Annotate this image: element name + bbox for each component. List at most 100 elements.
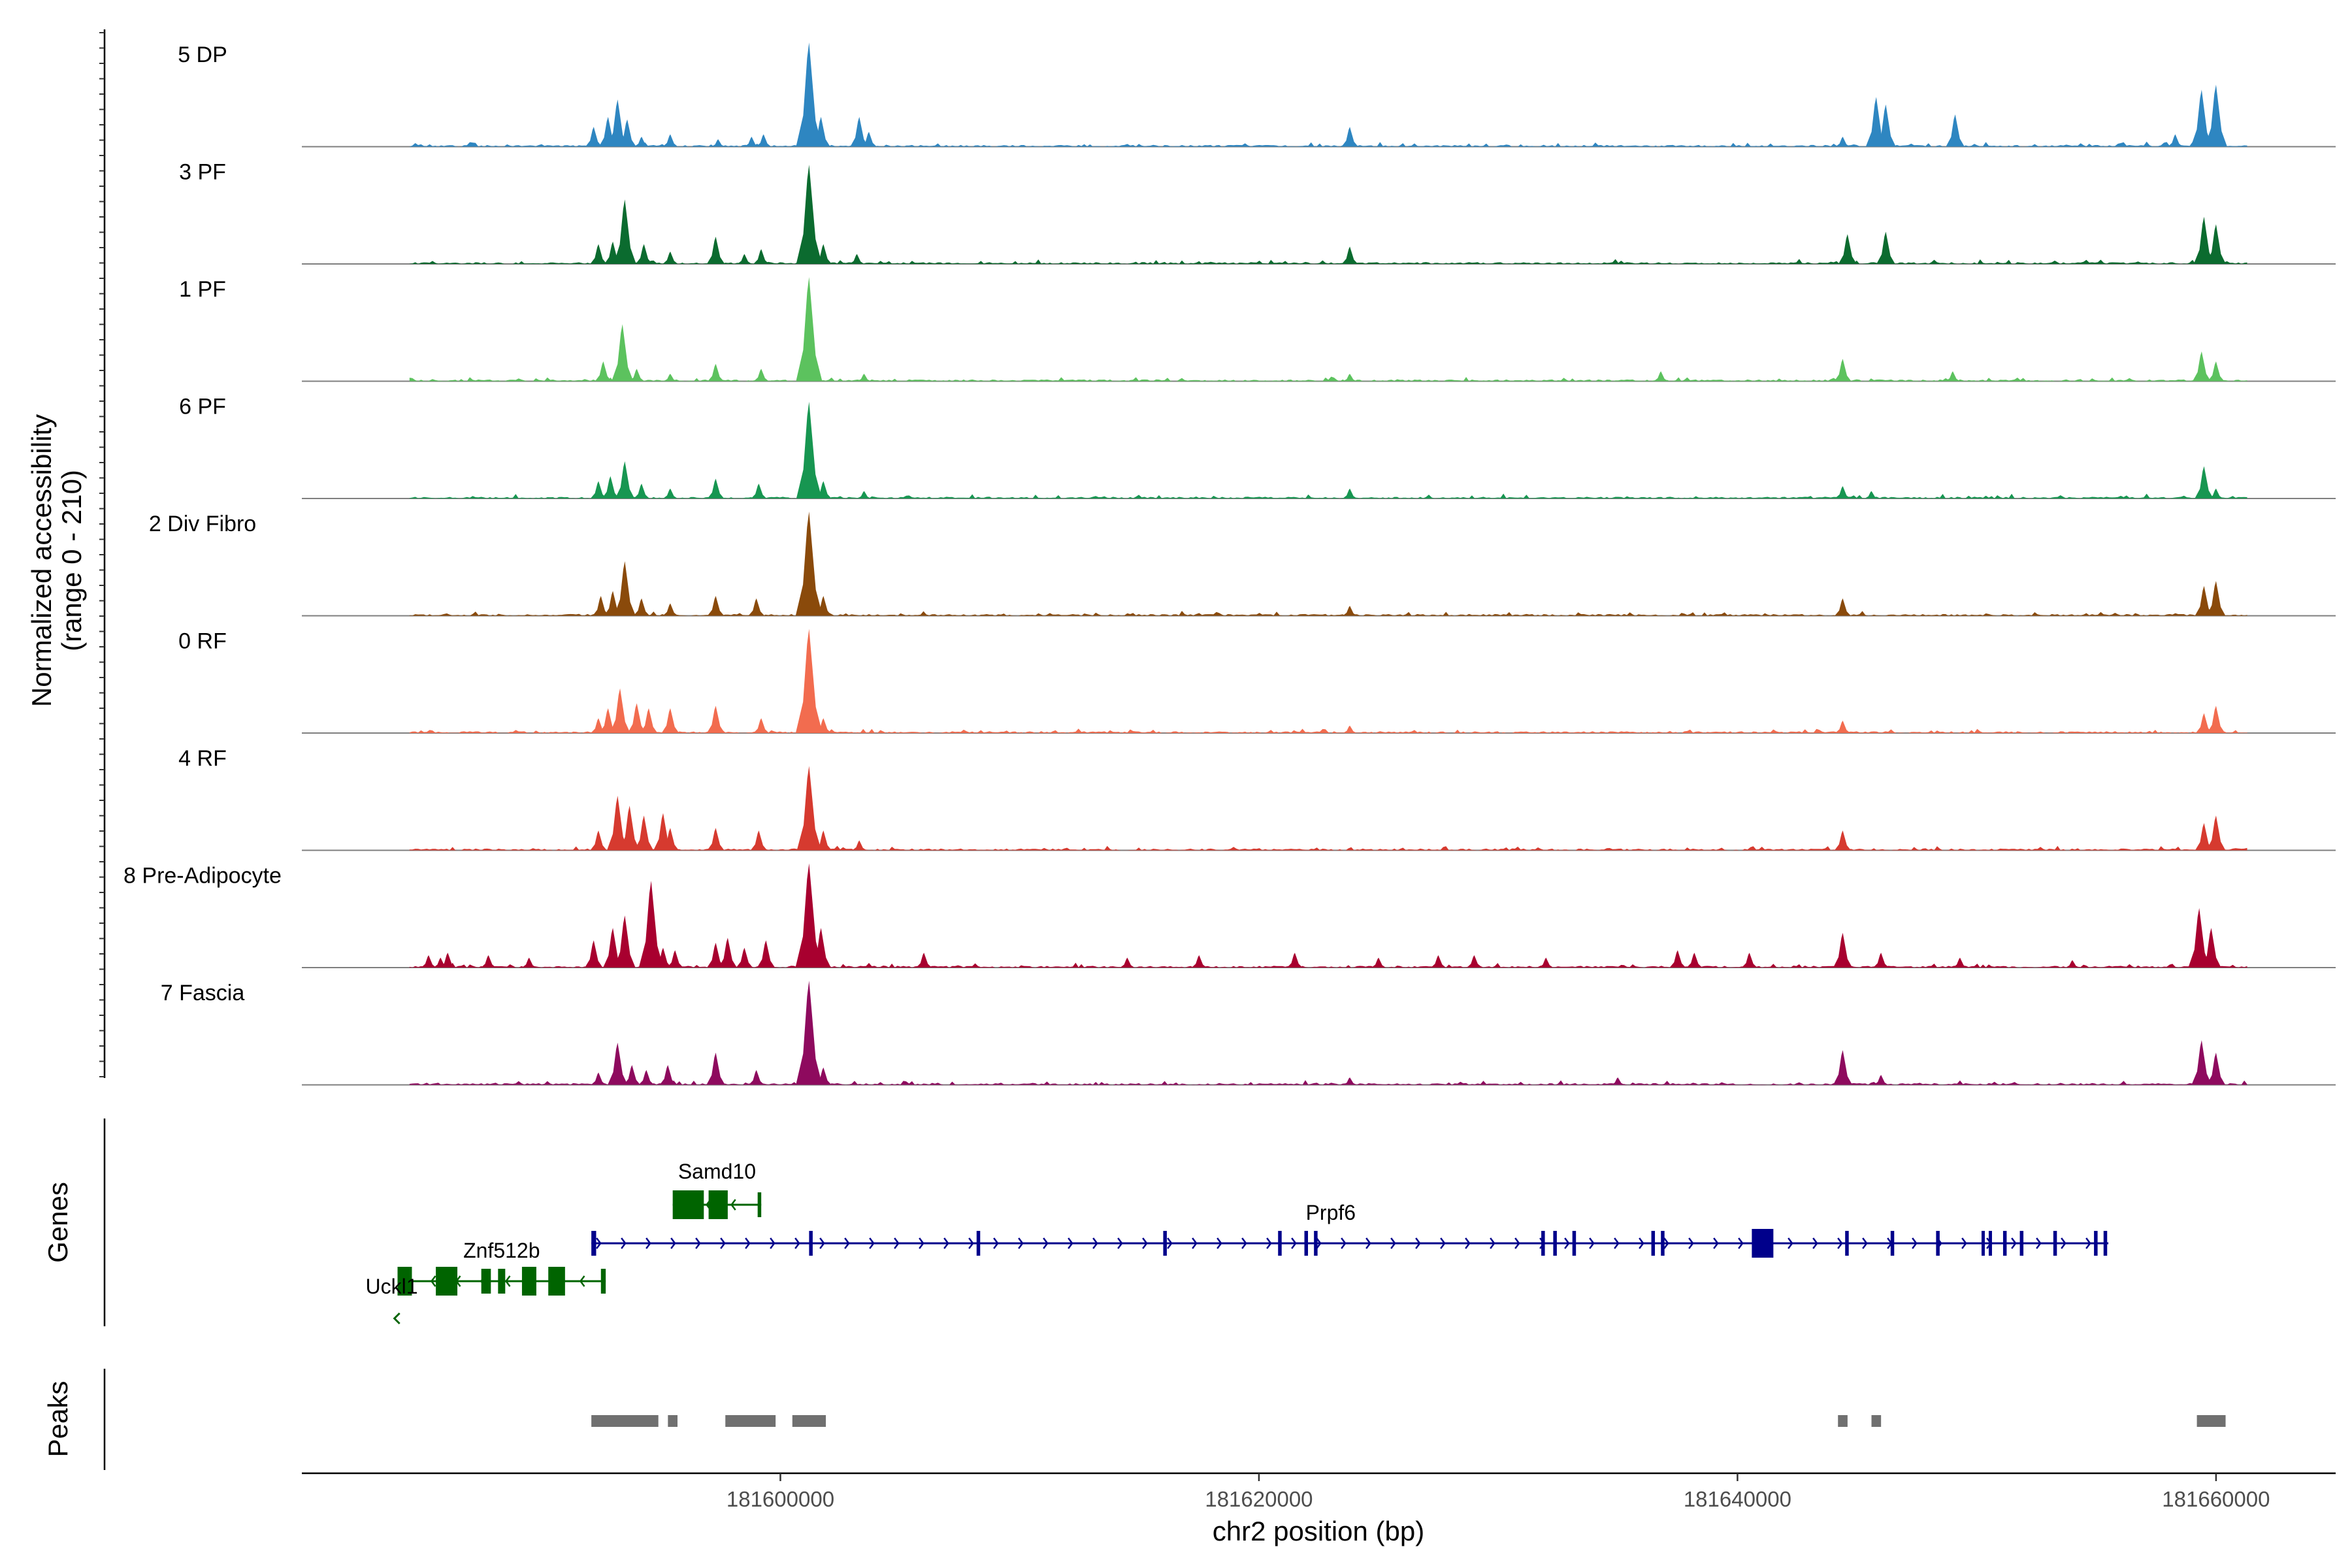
coverage-peak — [2206, 224, 2226, 264]
y-axis-range: (range 0 - 210) — [56, 470, 87, 651]
track-label: 6 PF — [179, 395, 226, 419]
strand-arrow — [1862, 1237, 1868, 1249]
coverage-peak — [1539, 957, 1554, 968]
strand-arrow — [1713, 1237, 1719, 1249]
strand-arrow — [2085, 1237, 2091, 1249]
track-label: 1 PF — [179, 277, 226, 302]
coverage-peak — [707, 478, 725, 498]
coverage-peak — [1876, 231, 1895, 264]
coverage-peak — [750, 830, 768, 851]
strand-arrow — [596, 1237, 602, 1249]
coverage-peak — [607, 796, 629, 851]
coverage-tracks: 5 DP 3 PF 1 PF 6 PF 2 Div Fibro 0 RF 4 RF 8 Pre… — [123, 42, 2336, 1086]
coverage-peak — [852, 840, 867, 851]
coverage-peak — [796, 277, 823, 382]
coverage-peak — [706, 706, 725, 733]
coverage-peak — [815, 596, 832, 616]
coverage-peak — [2206, 1053, 2226, 1085]
coverage-peak — [2206, 815, 2226, 851]
peak-region — [668, 1415, 678, 1427]
gene-znf512b: Znf512b — [397, 1239, 606, 1296]
gene-exon — [1845, 1231, 1849, 1256]
coverage-peak — [591, 718, 607, 733]
coverage-peak — [663, 374, 678, 382]
strand-arrow — [1241, 1237, 1247, 1249]
track-0-rf: 0 RF — [178, 629, 2336, 734]
strand-arrow — [1440, 1237, 1446, 1249]
track-8-pre-adipocyte: 8 Pre-Adipocyte — [123, 863, 2336, 968]
strand-arrow — [1465, 1237, 1471, 1249]
coverage-peak — [655, 947, 672, 968]
track-background-signal — [409, 141, 2247, 147]
coverage-peak — [756, 134, 772, 147]
gene-exon — [1981, 1231, 1985, 1256]
peaks-track — [591, 1415, 2226, 1427]
track-label: 3 PF — [179, 160, 226, 185]
coverage-peak — [737, 253, 752, 264]
coverage-peak — [811, 928, 831, 968]
coverage-peak — [610, 688, 630, 733]
strand-arrow — [579, 1275, 585, 1287]
strand-arrow — [919, 1237, 924, 1249]
coverage-peak — [590, 830, 607, 851]
coverage-peak — [593, 596, 610, 616]
strand-arrow — [1266, 1237, 1272, 1249]
gene-exon — [2103, 1231, 2108, 1256]
coverage-peak — [707, 828, 725, 851]
strand-arrow — [1092, 1237, 1098, 1249]
coverage-peak — [1835, 721, 1851, 733]
coverage-peak — [857, 491, 872, 498]
gene-exon — [672, 1190, 704, 1219]
track-background-signal — [409, 376, 2247, 382]
axes: 181600000 181620000 181640000 181660000 Nor… — [26, 29, 2336, 1546]
coverage-peak — [796, 766, 822, 851]
gene-exon — [2053, 1231, 2057, 1256]
coverage-peak — [634, 137, 649, 147]
strand-arrow — [1812, 1237, 1818, 1249]
coverage-peak — [1431, 955, 1446, 968]
gene-exon — [1304, 1231, 1309, 1256]
track-label: 0 RF — [178, 629, 227, 654]
x-tick-label: 181620000 — [1205, 1487, 1313, 1511]
coverage-peak — [707, 596, 725, 616]
coverage-peak — [850, 116, 869, 147]
x-axis-ticks: 181600000 181620000 181640000 181660000 — [727, 1473, 2270, 1511]
coverage-peak — [2192, 351, 2211, 382]
coverage-peak — [1341, 246, 1358, 264]
coverage-peak — [634, 815, 654, 851]
track-4-rf: 4 RF — [178, 746, 2336, 851]
track-background-signal — [409, 611, 2247, 616]
coverage-peak — [1341, 127, 1358, 147]
coverage-peak — [521, 957, 536, 968]
coverage-peak — [711, 139, 725, 147]
coverage-peak — [667, 950, 683, 968]
strand-arrow — [1663, 1237, 1669, 1249]
peak-region — [2197, 1415, 2226, 1427]
gene-exon — [521, 1267, 536, 1296]
gene-exon — [436, 1267, 458, 1296]
coverage-peak — [815, 244, 832, 264]
strand-arrow — [1018, 1237, 1024, 1249]
coverage-peak — [640, 708, 658, 733]
coverage-peak — [636, 244, 653, 264]
coverage-peak — [2206, 581, 2226, 616]
gene-exon — [1651, 1231, 1656, 1256]
coverage-peak — [718, 938, 737, 968]
coverage-peak — [815, 481, 832, 498]
strand-arrow — [1365, 1237, 1371, 1249]
coverage-peak — [707, 943, 725, 968]
coverage-peak — [2195, 713, 2213, 733]
coverage-peak — [1834, 359, 1852, 382]
strand-arrow — [1390, 1237, 1396, 1249]
strand-arrow — [730, 1199, 736, 1211]
track-1-pf: 1 PF — [179, 277, 2336, 382]
coverage-peak — [662, 828, 679, 851]
strand-arrow — [1142, 1237, 1148, 1249]
coverage-peak — [1191, 955, 1207, 968]
coverage-peak — [590, 244, 607, 264]
track-3-pf: 3 PF — [179, 160, 2336, 265]
strand-arrow — [844, 1237, 850, 1249]
coverage-peak — [638, 1070, 655, 1085]
track-background-signal — [409, 845, 2247, 851]
